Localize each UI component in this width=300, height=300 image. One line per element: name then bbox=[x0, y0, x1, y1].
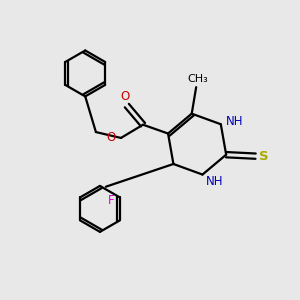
Text: O: O bbox=[106, 131, 116, 145]
Text: O: O bbox=[121, 90, 130, 103]
Text: S: S bbox=[259, 150, 269, 163]
Text: CH₃: CH₃ bbox=[187, 74, 208, 84]
Text: NH: NH bbox=[206, 175, 224, 188]
Text: F: F bbox=[108, 194, 115, 207]
Text: NH: NH bbox=[226, 115, 244, 128]
